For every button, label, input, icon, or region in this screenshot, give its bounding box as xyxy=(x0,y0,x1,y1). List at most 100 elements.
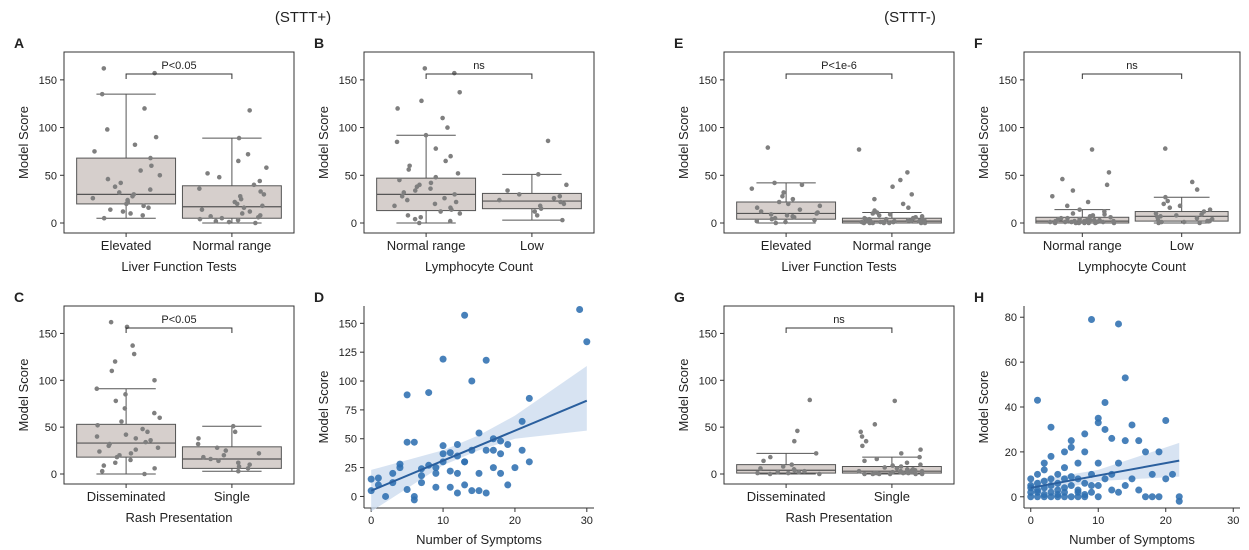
data-point xyxy=(214,445,220,451)
data-point xyxy=(1142,493,1149,501)
data-point xyxy=(772,180,777,186)
data-point xyxy=(475,469,483,477)
data-point xyxy=(765,145,771,150)
data-point xyxy=(1197,220,1202,226)
data-point xyxy=(768,454,773,460)
data-point xyxy=(405,213,411,218)
data-point xyxy=(147,187,153,192)
data-point xyxy=(880,219,886,225)
data-point xyxy=(148,437,153,443)
data-point xyxy=(576,305,584,313)
data-point xyxy=(235,460,241,466)
panel-label: E xyxy=(674,35,683,51)
data-point xyxy=(433,146,439,151)
data-point xyxy=(1088,482,1095,490)
data-point xyxy=(890,184,895,190)
data-point xyxy=(1088,488,1095,496)
data-point xyxy=(532,209,538,214)
data-point xyxy=(1115,488,1122,496)
plot-frame xyxy=(63,305,295,485)
data-point xyxy=(104,127,110,132)
y-axis-label: Model Score xyxy=(316,106,331,179)
data-point xyxy=(257,178,263,184)
data-point xyxy=(118,180,124,186)
data-point xyxy=(399,193,405,199)
y-tick-label: 0 xyxy=(351,491,357,503)
data-point xyxy=(236,464,242,469)
y-tick-label: 100 xyxy=(39,123,57,135)
data-point xyxy=(1162,146,1168,151)
data-point xyxy=(105,176,111,182)
data-point xyxy=(1082,218,1087,224)
y-tick-label: 100 xyxy=(339,376,357,388)
x-tick-label: Normal range xyxy=(193,238,272,253)
box-iqr xyxy=(736,464,837,474)
data-point xyxy=(482,489,490,497)
x-tick-label: Disseminated xyxy=(747,489,826,504)
data-point xyxy=(443,158,448,164)
x-axis-label: Lymphocyte Count xyxy=(425,259,533,274)
data-point xyxy=(1094,482,1102,490)
data-point xyxy=(791,467,797,472)
data-point xyxy=(446,483,454,491)
x-tick-label: 20 xyxy=(1160,515,1172,527)
data-point xyxy=(152,410,157,416)
data-point xyxy=(241,205,247,211)
data-point xyxy=(140,213,146,218)
significance-annotation: ns xyxy=(473,60,485,72)
y-axis-label: Model Score xyxy=(16,359,31,432)
data-point xyxy=(404,197,410,203)
data-point xyxy=(236,468,241,474)
data-point xyxy=(862,471,867,477)
data-point xyxy=(1077,207,1082,212)
x-tick-label: 0 xyxy=(1028,515,1034,527)
data-point xyxy=(1163,194,1168,200)
data-point xyxy=(247,108,252,113)
y-tick-label: 100 xyxy=(39,375,57,387)
data-point xyxy=(1058,215,1064,221)
data-point xyxy=(1148,493,1156,501)
data-point xyxy=(389,469,397,477)
data-point xyxy=(1100,219,1106,225)
data-point xyxy=(1209,216,1215,222)
data-point xyxy=(392,203,397,209)
data-point xyxy=(802,468,807,474)
x-tick-label: Single xyxy=(214,489,250,504)
data-point xyxy=(1108,434,1116,442)
data-point xyxy=(107,441,112,447)
x-tick-label: 20 xyxy=(509,515,521,527)
data-point xyxy=(428,186,433,191)
significance-bracket xyxy=(785,73,893,79)
y-tick-label: 0 xyxy=(1011,218,1017,230)
data-point xyxy=(1034,488,1041,496)
data-point xyxy=(859,219,865,225)
data-point xyxy=(817,471,822,477)
y-tick-label: 75 xyxy=(345,405,357,417)
data-point xyxy=(1040,491,1048,499)
data-point xyxy=(119,419,124,424)
y-tick-label: 0 xyxy=(711,469,717,481)
regression-line xyxy=(370,399,588,492)
group-label-sttt-plus: (STTT+) xyxy=(275,9,331,26)
data-point xyxy=(232,429,238,435)
group-label-sttt-minus: (STTT-) xyxy=(884,9,936,26)
data-point xyxy=(382,492,390,500)
data-point xyxy=(1067,443,1075,451)
data-point xyxy=(122,406,128,411)
data-point xyxy=(1090,213,1096,218)
data-point xyxy=(892,398,898,404)
data-point xyxy=(367,475,375,483)
data-point xyxy=(583,338,591,346)
data-point xyxy=(251,182,257,188)
data-point xyxy=(781,190,786,195)
data-point xyxy=(453,489,461,497)
data-point xyxy=(236,158,241,164)
data-point xyxy=(910,467,916,472)
x-tick-label: 30 xyxy=(1227,515,1239,527)
data-point xyxy=(545,138,551,144)
plot-frame xyxy=(723,305,955,485)
data-point xyxy=(768,212,774,217)
data-point xyxy=(452,192,457,197)
data-point xyxy=(201,454,206,460)
y-tick-label: 50 xyxy=(705,422,717,434)
